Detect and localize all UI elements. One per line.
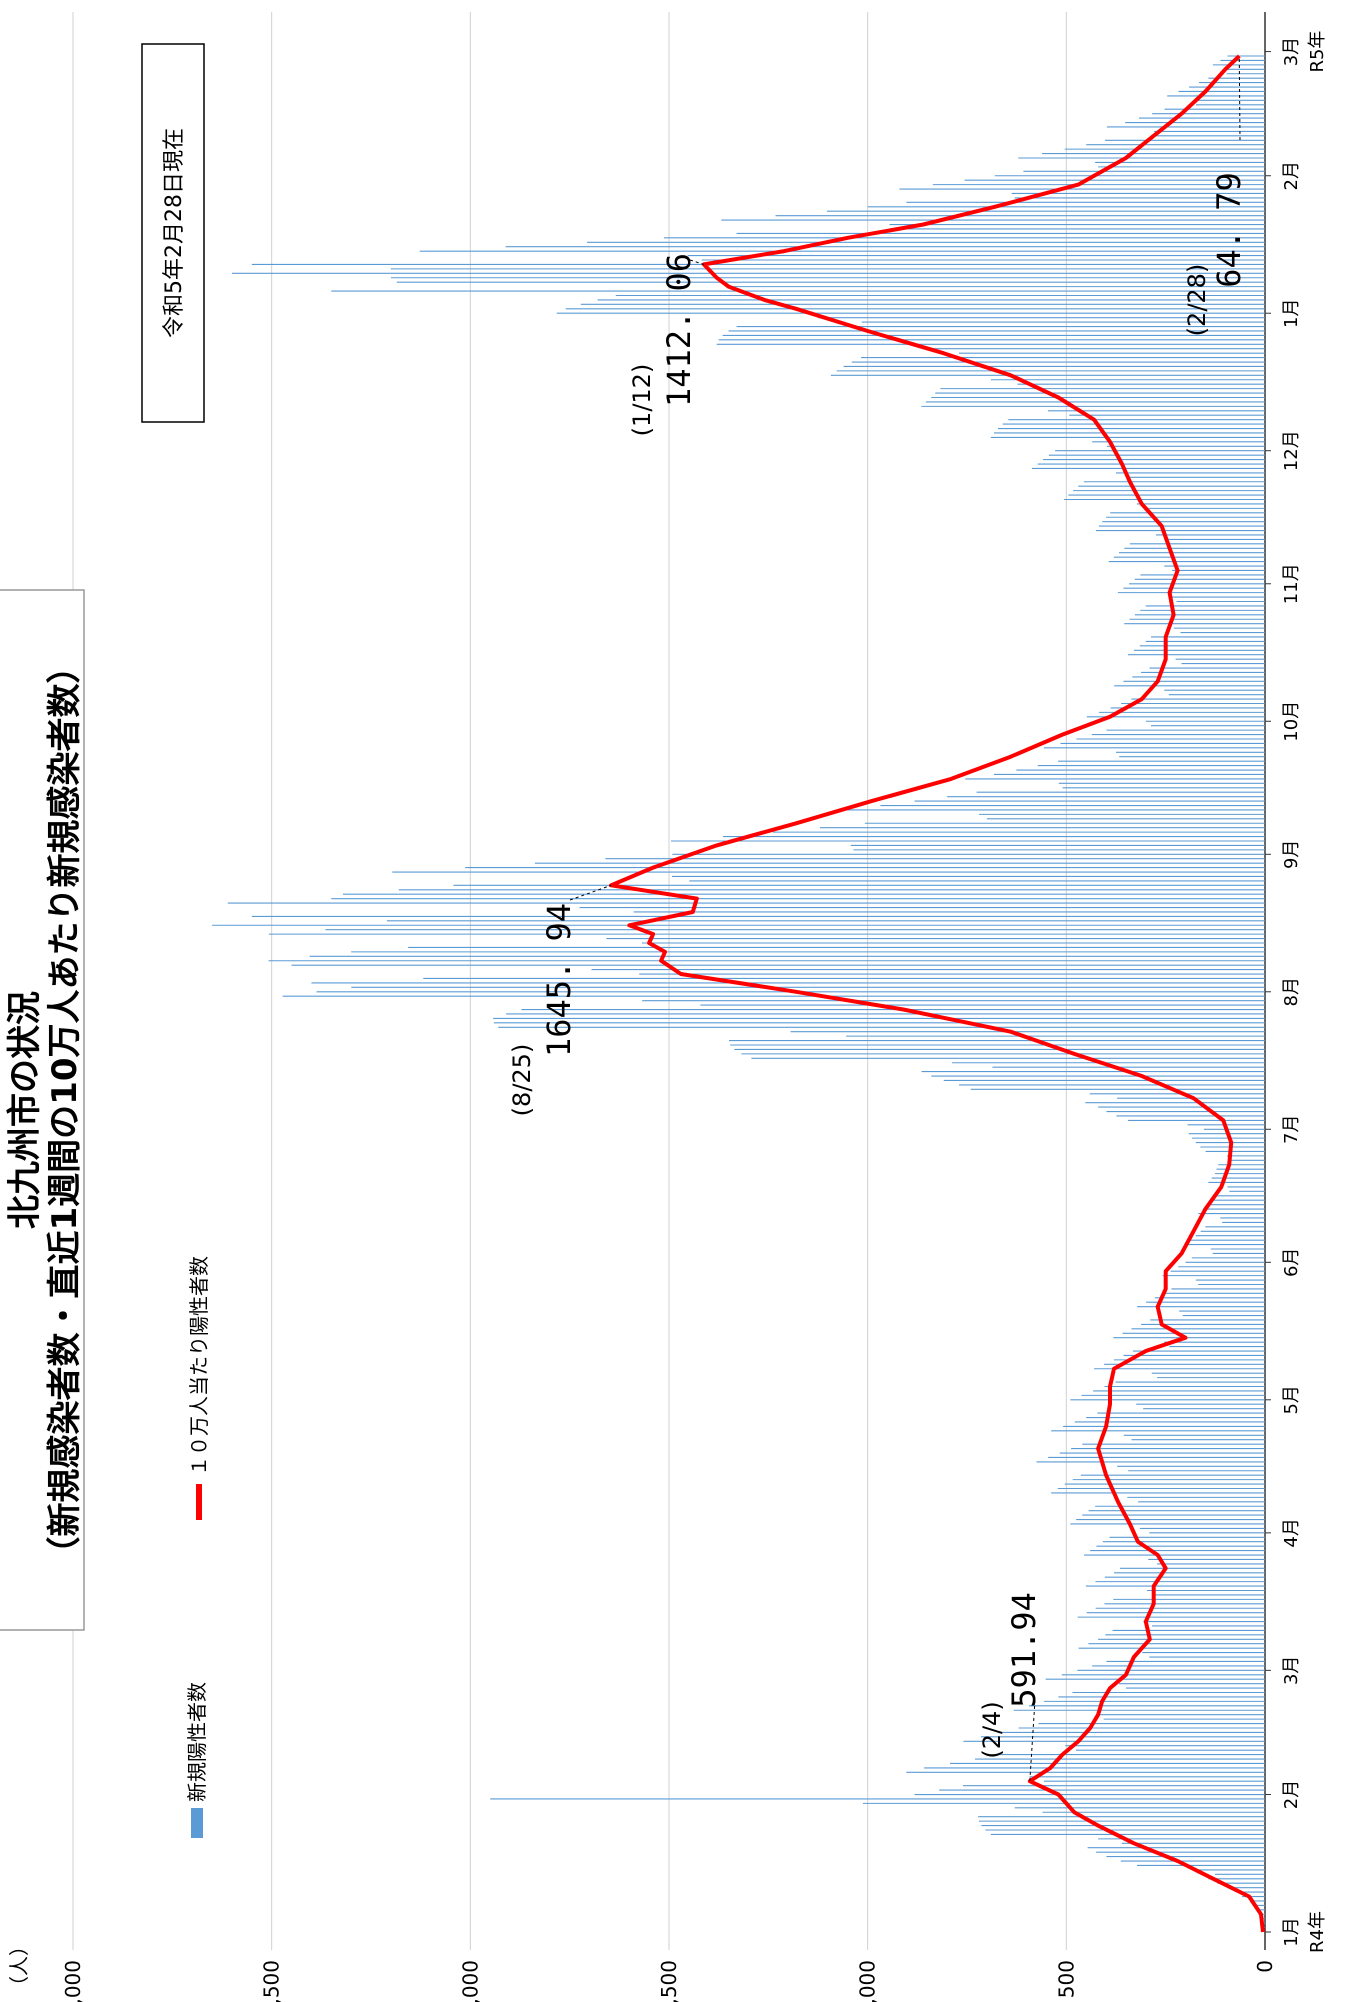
x-month-label: 6月 [1281, 1248, 1302, 1277]
x-month-label: 2月 [1281, 161, 1302, 190]
y-tick-label: 1,000 [856, 1960, 880, 2002]
x-month-label: 10月 [1281, 701, 1302, 742]
annotation-value: 1412. 06 [660, 253, 698, 407]
x-year-label: R5年 [1307, 31, 1328, 73]
annotations: (2/4)591.94 (8/25)1645. 94 (1/12) 1412. 06 (… [508, 55, 1248, 1782]
annotation-leader [689, 259, 705, 265]
annotation-leader [1238, 55, 1241, 141]
x-month-label: 1月 [1281, 299, 1302, 328]
annotation-value: 591.94 [1005, 1592, 1043, 1708]
y-tick-label: 500 [1054, 1960, 1078, 1998]
y-tick-label: 1,500 [657, 1960, 681, 2002]
annotation-date: (8/25) [508, 1044, 536, 1117]
x-month-label: 11月 [1281, 563, 1302, 604]
x-month-label: 7月 [1281, 1115, 1302, 1144]
x-month-label: 2月 [1281, 1780, 1302, 1809]
x-month-label: 4月 [1281, 1518, 1302, 1547]
bars-series [212, 55, 1265, 1929]
title-frame [0, 589, 85, 1631]
y-tick-label: 0 [1253, 1960, 1277, 1973]
legend-line-label: １０万人当たり陽性者数 [187, 1256, 211, 1476]
x-month-label: 12月 [1281, 430, 1302, 471]
annotation-leader [569, 884, 612, 901]
legend: 新規陽性者数 １０万人当たり陽性者数 [185, 1256, 211, 1838]
annotation-leader [1029, 1699, 1036, 1782]
axes: 0 500 1,000 1,500 2,000 2,500 3,000 1月 2月 3月 4月 5月 6… [61, 31, 1328, 2002]
line-series [609, 54, 1265, 1933]
as-of-box [141, 43, 205, 423]
y-tick-label: 3,000 [61, 1960, 85, 2002]
x-month-label: 3月 [1281, 1656, 1302, 1685]
x-year-label: R4年 [1307, 1911, 1328, 1953]
x-month-label: 5月 [1281, 1385, 1302, 1414]
chart-subtitle: （新規感染者数・直近1週間の10万人あたり新規感染者数） [45, 650, 85, 1571]
legend-line-swatch [196, 1484, 202, 1520]
legend-bar-label: 新規陽性者数 [185, 1682, 209, 1802]
as-of-label: 令和5年2月28日現在 [162, 128, 187, 338]
chart-title: 北九州市の状況 [5, 991, 45, 1229]
annotation-date: (2/28) [1183, 264, 1211, 337]
annotation-date: (2/4) [978, 1701, 1006, 1758]
annotation-date: (1/12) [628, 364, 656, 437]
x-month-label: 1月 [1281, 1917, 1302, 1946]
y-tick-label: 2,500 [260, 1960, 284, 2002]
x-month-label: 8月 [1281, 977, 1302, 1006]
annotation-value: 1645. 94 [540, 903, 578, 1057]
title-box [0, 589, 85, 1631]
x-month-label: 3月 [1281, 37, 1302, 66]
y-axis-unit: （人） [7, 1936, 31, 1996]
y-tick-label: 2,000 [458, 1960, 482, 2002]
line-series-path [609, 54, 1265, 1933]
legend-bar-swatch [191, 1808, 203, 1838]
x-month-label: 9月 [1281, 840, 1302, 869]
annotation-value: 64. 79 [1210, 172, 1248, 288]
